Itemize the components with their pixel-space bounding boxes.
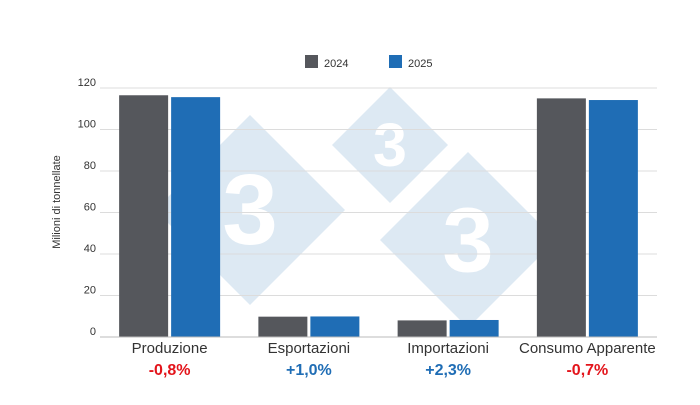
watermark-diamond: 3	[380, 152, 556, 328]
watermark-shape	[332, 87, 448, 203]
legend-swatch	[305, 55, 318, 68]
legend-label: 2025	[408, 58, 432, 70]
y-tick-label: 100	[78, 119, 96, 131]
watermark-diamond: 3	[332, 87, 448, 203]
legend-item-2024[interactable]: 2024	[305, 55, 348, 70]
bar-2025-produzione[interactable]	[171, 97, 221, 337]
change-annotation: +2,3%	[425, 362, 471, 379]
y-tick-label: 60	[84, 202, 96, 214]
bar-2024-esportazioni[interactable]	[258, 316, 308, 337]
bar-2024-importazioni[interactable]	[397, 320, 447, 337]
legend-item-2025[interactable]: 2025	[389, 55, 432, 70]
y-tick-label: 20	[84, 285, 96, 297]
change-annotation: +1,0%	[286, 362, 332, 379]
y-tick-label: 0	[90, 326, 96, 338]
legend[interactable]: 2024 2025	[305, 55, 432, 70]
x-tick-label: Produzione	[132, 340, 208, 357]
y-tick-label: 40	[84, 243, 96, 255]
bar-2025-consumo-apparente[interactable]	[588, 100, 638, 337]
watermark-glyph: 3	[222, 154, 278, 266]
watermark-glyph: 3	[373, 111, 407, 179]
bar-2024-consumo-apparente[interactable]	[536, 98, 586, 337]
watermark-shape	[380, 152, 556, 328]
bar-2025-esportazioni[interactable]	[310, 316, 360, 337]
x-tick-label: Esportazioni	[268, 340, 351, 357]
bar-2025-importazioni[interactable]	[449, 319, 499, 337]
change-annotation: -0,7%	[566, 362, 608, 379]
y-axis-label: Milioni di tonnellate	[51, 155, 63, 249]
bars: Produzione -0,8% Esportazioni +1,0% Importaz…	[119, 95, 656, 379]
change-annotation: -0,8%	[149, 362, 191, 379]
bar-2024-produzione[interactable]	[119, 95, 169, 337]
x-tick-label: Importazioni	[407, 340, 489, 357]
y-tick-label: 80	[84, 160, 96, 172]
x-tick-label: Consumo Apparente	[519, 340, 656, 357]
legend-label: 2024	[324, 58, 348, 70]
watermark-glyph: 3	[442, 190, 493, 292]
legend-swatch	[389, 55, 402, 68]
y-tick-label: 120	[78, 77, 96, 89]
